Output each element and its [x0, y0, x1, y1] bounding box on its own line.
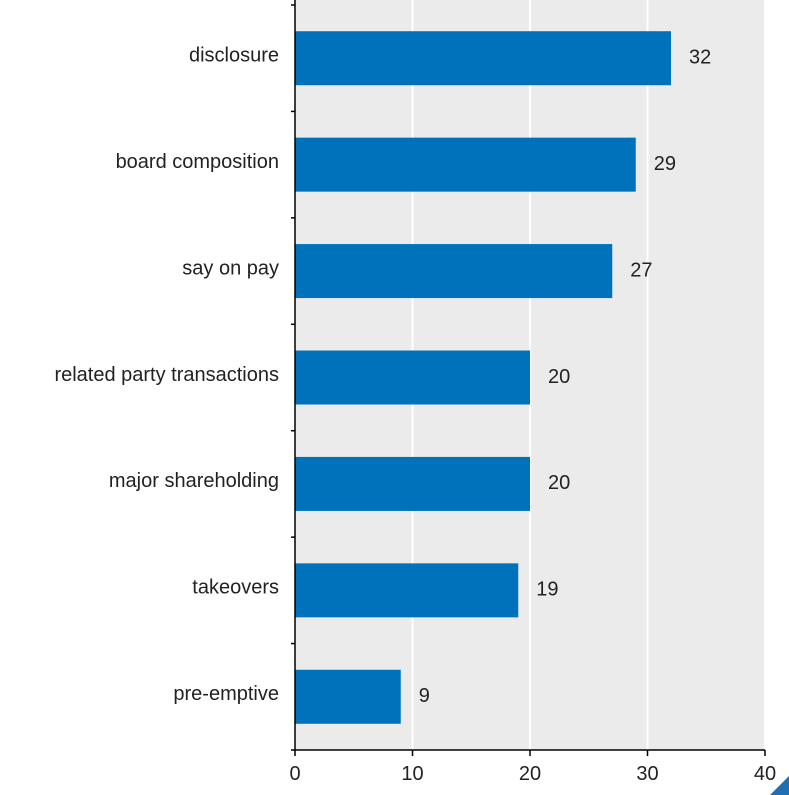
- bar-6: [295, 669, 401, 724]
- category-label-2: say on pay: [182, 257, 279, 279]
- x-tick-label-10: 10: [401, 763, 423, 785]
- bar-0: [295, 31, 671, 86]
- bar-5: [295, 563, 519, 618]
- value-labels: 32 29 27 20 20 19 9: [419, 46, 712, 707]
- x-tick-label-30: 30: [636, 763, 658, 785]
- value-label-6: 9: [419, 685, 430, 707]
- value-label-2: 27: [630, 259, 652, 281]
- bar-1: [295, 137, 636, 192]
- category-label-0: disclosure: [189, 44, 279, 66]
- corner-accent: [770, 776, 789, 795]
- x-tick-label-0: 0: [289, 763, 300, 785]
- bar-2: [295, 244, 613, 299]
- value-label-1: 29: [654, 153, 676, 175]
- x-tick-label-20: 20: [519, 763, 541, 785]
- axes: [291, 0, 766, 756]
- category-label-6: pre-emptive: [173, 683, 279, 705]
- category-label-4: major shareholding: [109, 470, 279, 492]
- category-label-3: related party transactions: [54, 364, 279, 386]
- category-label-1: board composition: [116, 151, 279, 173]
- bar-3: [295, 350, 530, 405]
- x-tick-labels: 0 10 20 30 40: [289, 763, 776, 785]
- bars: [295, 31, 671, 724]
- bar-4: [295, 456, 530, 511]
- x-tick-label-40: 40: [754, 763, 776, 785]
- category-label-5: takeovers: [192, 577, 279, 599]
- value-label-0: 32: [689, 46, 711, 68]
- value-label-4: 20: [548, 472, 570, 494]
- category-labels: disclosure board composition say on pay rel…: [54, 44, 279, 705]
- value-label-5: 19: [536, 579, 558, 601]
- value-label-3: 20: [548, 366, 570, 388]
